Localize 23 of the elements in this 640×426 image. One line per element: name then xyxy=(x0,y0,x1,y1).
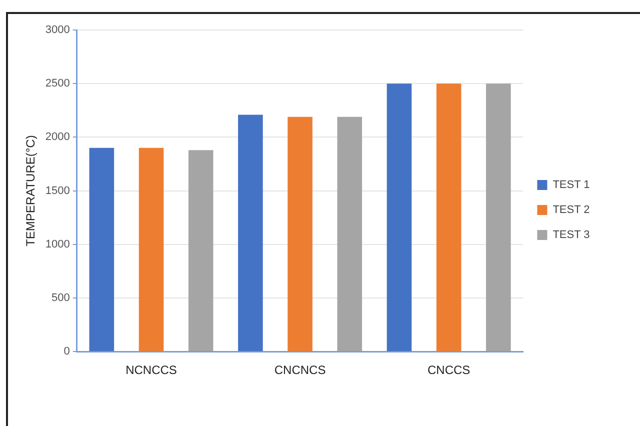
y-tick-label: 2500 xyxy=(45,78,70,90)
x-tick-label: CNCNCS xyxy=(274,363,326,378)
bar xyxy=(337,116,362,352)
bar xyxy=(138,148,164,352)
y-tick-label: 0 xyxy=(64,346,70,358)
y-axis-title: TEMPERATURE(°C) xyxy=(24,135,38,246)
bar xyxy=(288,116,312,352)
y-tick-label: 1000 xyxy=(45,238,70,250)
y-tick-label: 2000 xyxy=(45,131,70,144)
legend-label: TEST 3 xyxy=(552,229,590,242)
x-tick-label: NCNCCS xyxy=(126,363,177,378)
legend-label: TEST 1 xyxy=(552,179,590,192)
bar xyxy=(436,84,462,352)
bar xyxy=(89,148,114,352)
bar xyxy=(238,114,263,352)
y-tick-label: 3000 xyxy=(45,24,70,36)
x-tick-label: CNCCS xyxy=(427,363,470,378)
bar xyxy=(486,84,511,352)
y-tick-label: 500 xyxy=(52,292,70,304)
legend-label: TEST 2 xyxy=(552,204,590,216)
bar xyxy=(386,84,412,352)
bar xyxy=(188,150,214,352)
y-tick-label: 1500 xyxy=(45,184,70,197)
